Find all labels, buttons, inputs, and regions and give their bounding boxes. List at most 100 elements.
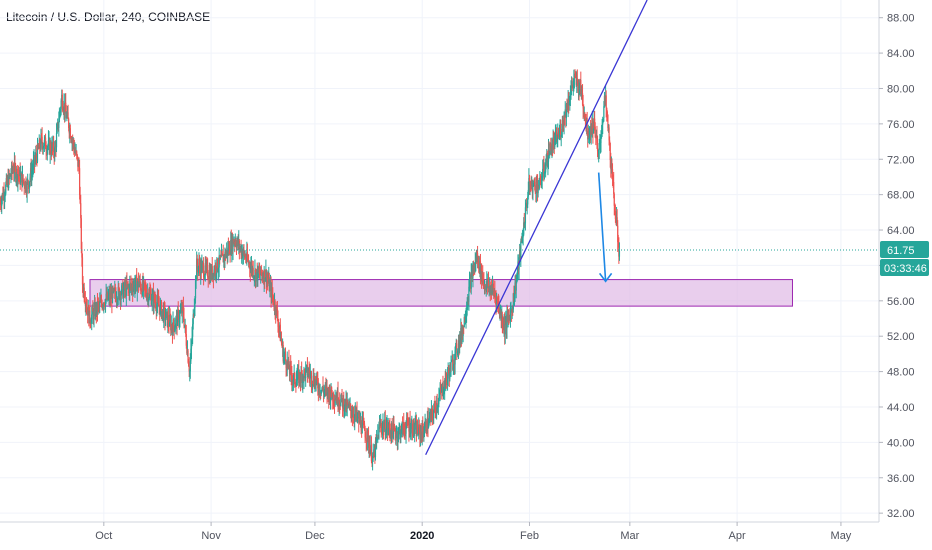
candle-body <box>416 425 419 433</box>
candle-body <box>422 425 424 432</box>
candle-body <box>253 276 255 278</box>
candle-body <box>513 294 516 302</box>
candle-body <box>53 141 55 153</box>
candle-body <box>99 301 101 303</box>
candle-body <box>44 137 47 149</box>
candle-body <box>450 362 452 373</box>
candle-body <box>148 292 150 299</box>
candle-body <box>424 424 426 432</box>
x-tick-label: 2020 <box>410 530 434 542</box>
candle-body <box>468 286 470 302</box>
candle-body <box>395 434 397 439</box>
candle-body <box>613 193 615 206</box>
candle-body <box>595 137 597 139</box>
candle-body <box>277 318 279 327</box>
current-price-label: 61.75 <box>887 245 915 257</box>
candle-body <box>579 90 581 94</box>
candle-body <box>380 423 382 428</box>
candle-body <box>67 112 69 119</box>
projection-arrow-shaft <box>597 172 607 282</box>
candle-body <box>20 175 22 183</box>
candle-body <box>236 242 238 248</box>
candle-body <box>257 267 259 273</box>
candle-body <box>312 384 314 386</box>
candle-body <box>581 93 584 105</box>
candle-body <box>425 421 427 432</box>
candle-body <box>532 183 535 186</box>
candle-body <box>305 368 307 379</box>
candle-body <box>482 273 484 282</box>
candle-body <box>316 375 318 381</box>
candle-body <box>466 306 468 310</box>
candle-body <box>609 142 611 161</box>
candle-body <box>104 299 107 307</box>
candle-body <box>232 239 235 244</box>
candle-body <box>569 100 571 102</box>
candle-body <box>356 415 359 418</box>
candle-body <box>247 259 249 261</box>
candle-body <box>132 287 134 293</box>
candle-body <box>23 181 25 187</box>
candle-body <box>555 132 558 142</box>
candle-body <box>509 311 512 322</box>
candle-body <box>374 440 377 458</box>
candle-body <box>149 292 151 294</box>
candle-body <box>603 106 605 119</box>
candle-body <box>178 319 180 323</box>
candle-body <box>318 385 321 393</box>
candle-body <box>130 283 132 287</box>
candle-body <box>548 149 550 155</box>
candle-body <box>34 159 36 163</box>
candle-body <box>451 360 453 363</box>
candle-body <box>1 199 3 206</box>
candle-body <box>193 307 195 317</box>
candle-body <box>40 135 43 137</box>
candle-body <box>606 108 608 112</box>
candle-body <box>504 323 506 335</box>
candle-body <box>455 345 457 351</box>
candle-body <box>164 308 166 320</box>
candle-body <box>137 279 140 288</box>
candle-body <box>202 264 204 266</box>
x-tick-label: Dec <box>305 530 325 542</box>
candle-body <box>60 100 62 110</box>
candle-body <box>62 107 64 110</box>
candle-body <box>448 369 450 373</box>
candle-body <box>14 166 17 179</box>
candle-body <box>366 430 369 442</box>
y-tick-label: 40.00 <box>887 437 915 449</box>
candle-body <box>536 181 538 185</box>
candle-body <box>438 397 440 404</box>
y-tick-label: 76.00 <box>887 119 915 131</box>
candle-body <box>392 424 394 439</box>
candle-body <box>272 295 274 298</box>
candle-body <box>194 298 196 308</box>
candle-body <box>324 390 326 392</box>
candle-body <box>414 423 416 430</box>
y-tick-label: 84.00 <box>887 48 915 60</box>
candle-body <box>146 294 148 299</box>
candle-body <box>134 277 137 286</box>
candle-body <box>83 287 85 299</box>
candle-body <box>39 139 41 148</box>
candle-body <box>182 304 184 306</box>
candle-body <box>194 280 197 299</box>
candle-body <box>571 84 573 86</box>
candle-body <box>438 394 441 398</box>
candle-body <box>546 152 548 166</box>
candle-body <box>160 302 163 318</box>
candle-body <box>325 386 327 388</box>
candle-body <box>583 108 585 114</box>
candle-body <box>538 178 540 189</box>
candle-body <box>496 297 498 306</box>
candle-body <box>453 362 455 368</box>
candle-body <box>4 196 6 199</box>
candle-body <box>454 350 456 365</box>
support-zone-group <box>89 279 793 307</box>
candle-body <box>527 189 529 197</box>
candle-body <box>569 93 572 101</box>
candle-body <box>537 186 539 194</box>
candle-body <box>260 266 262 274</box>
candle-body <box>369 445 371 455</box>
